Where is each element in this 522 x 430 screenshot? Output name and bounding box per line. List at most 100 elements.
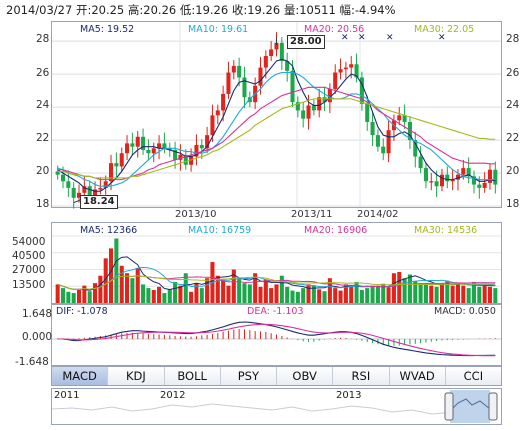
price-ytick-right: 20: [506, 165, 520, 177]
price-candle: [103, 181, 108, 188]
event-marker-icon[interactable]: ✕: [386, 33, 394, 43]
price-candle: [141, 136, 146, 150]
volume-bar: [151, 289, 156, 303]
navigator-left-handle[interactable]: [444, 392, 454, 421]
volume-bar: [109, 248, 114, 303]
volume-bar: [76, 289, 82, 303]
volume-ma10-label: MA10: 16759: [188, 225, 252, 236]
macd-panel: [51, 304, 502, 366]
price-candle: [151, 148, 156, 154]
event-marker-icon[interactable]: ✕: [358, 33, 366, 43]
volume-bar: [381, 283, 386, 303]
price-candle: [434, 181, 439, 187]
price-candle: [119, 153, 124, 167]
volume-bar: [375, 286, 380, 303]
price-candle: [194, 145, 199, 157]
volume-bar: [141, 284, 146, 303]
macd-ytick: 0.000: [22, 331, 53, 343]
price-candle: [162, 143, 167, 149]
volume-bar: [471, 281, 477, 303]
volume-bar: [450, 285, 455, 303]
volume-bar: [338, 290, 343, 303]
price-candle: [386, 130, 391, 154]
volume-ytick: 40500: [12, 250, 46, 262]
volume-bar: [365, 288, 370, 303]
price-candle: [125, 143, 130, 154]
price-candle: [301, 110, 306, 119]
price-candle: [93, 189, 98, 197]
volume-ma30-label: MA30: 14536: [414, 225, 478, 236]
high-label: 高:: [127, 3, 144, 17]
volume-bar: [93, 283, 98, 303]
volume-bar: [429, 285, 434, 303]
volume-bar: [66, 291, 71, 303]
price-candle: [423, 168, 428, 182]
volume-ma5-line: [57, 256, 496, 291]
event-marker-icon[interactable]: ✕: [341, 33, 349, 43]
volume-bar: [333, 288, 338, 303]
volume-bar: [119, 265, 124, 303]
low-label: 低:: [179, 3, 196, 17]
volume-bar: [418, 283, 423, 303]
range-navigator[interactable]: 2011 2012 2013: [51, 388, 502, 425]
max-price-label: 28.00: [287, 35, 325, 49]
volume-bar: [370, 285, 375, 303]
price-candle: [55, 171, 60, 175]
volume-bar: [146, 288, 151, 303]
event-marker-icon[interactable]: ✕: [438, 33, 446, 43]
price-xtick: 2013/11: [291, 209, 333, 220]
price-candle: [82, 186, 87, 193]
volume-panel: [51, 222, 502, 304]
tab-wvad[interactable]: WVAD: [389, 367, 446, 385]
price-candle: [381, 146, 386, 154]
price-xtick: 2014/02: [357, 209, 399, 220]
volume-bar: [242, 283, 247, 303]
navigator-year: 2012: [160, 390, 186, 401]
volume-bar: [279, 275, 284, 303]
price-candle: [402, 115, 407, 122]
price-candle: [60, 174, 66, 182]
volume-bar: [87, 291, 92, 303]
volume-bar: [487, 286, 493, 303]
volume-bar: [157, 286, 162, 303]
price-candle: [109, 163, 114, 182]
price-candle: [445, 174, 450, 182]
macd-dif-line: [57, 321, 496, 357]
tab-cci[interactable]: CCI: [445, 367, 501, 385]
price-candle: [466, 168, 471, 177]
volume-bar: [439, 283, 444, 303]
navigator-right-handle[interactable]: [488, 392, 498, 421]
volume-bar: [194, 283, 199, 303]
price-candle: [413, 140, 418, 157]
price-ytick-left: 24: [36, 99, 50, 111]
volume-value: 10511: [299, 3, 336, 17]
volume-bar: [135, 268, 140, 303]
price-candle: [221, 93, 226, 111]
volume-bar: [189, 291, 194, 303]
price-candle: [226, 72, 231, 94]
tab-boll[interactable]: BOLL: [164, 367, 221, 385]
tab-rsi[interactable]: RSI: [333, 367, 390, 385]
volume-bar: [103, 258, 108, 303]
volume-ma20-label: MA20: 16906: [304, 225, 368, 236]
open-label: 开:: [75, 3, 92, 17]
price-candle: [76, 192, 82, 198]
price-candle: [135, 136, 140, 147]
price-candle: [311, 105, 316, 111]
tab-psy[interactable]: PSY: [220, 367, 277, 385]
price-candle: [285, 60, 290, 71]
volume-ytick: 13500: [12, 279, 46, 291]
navigator-selection[interactable]: [450, 390, 490, 423]
price-candle: [231, 65, 236, 73]
tab-kdj[interactable]: KDJ: [108, 367, 165, 385]
price-candle: [354, 64, 359, 78]
navigator-sparkline: [52, 390, 498, 423]
volume-ytick: 27000: [12, 264, 46, 276]
tab-macd[interactable]: MACD: [52, 367, 109, 385]
price-candle: [167, 148, 172, 150]
volume-ytick: 54000: [12, 236, 46, 248]
volume-bar: [455, 284, 460, 303]
tab-obv[interactable]: OBV: [277, 367, 334, 385]
volume-bar: [231, 269, 236, 303]
volume-bar: [258, 286, 263, 303]
